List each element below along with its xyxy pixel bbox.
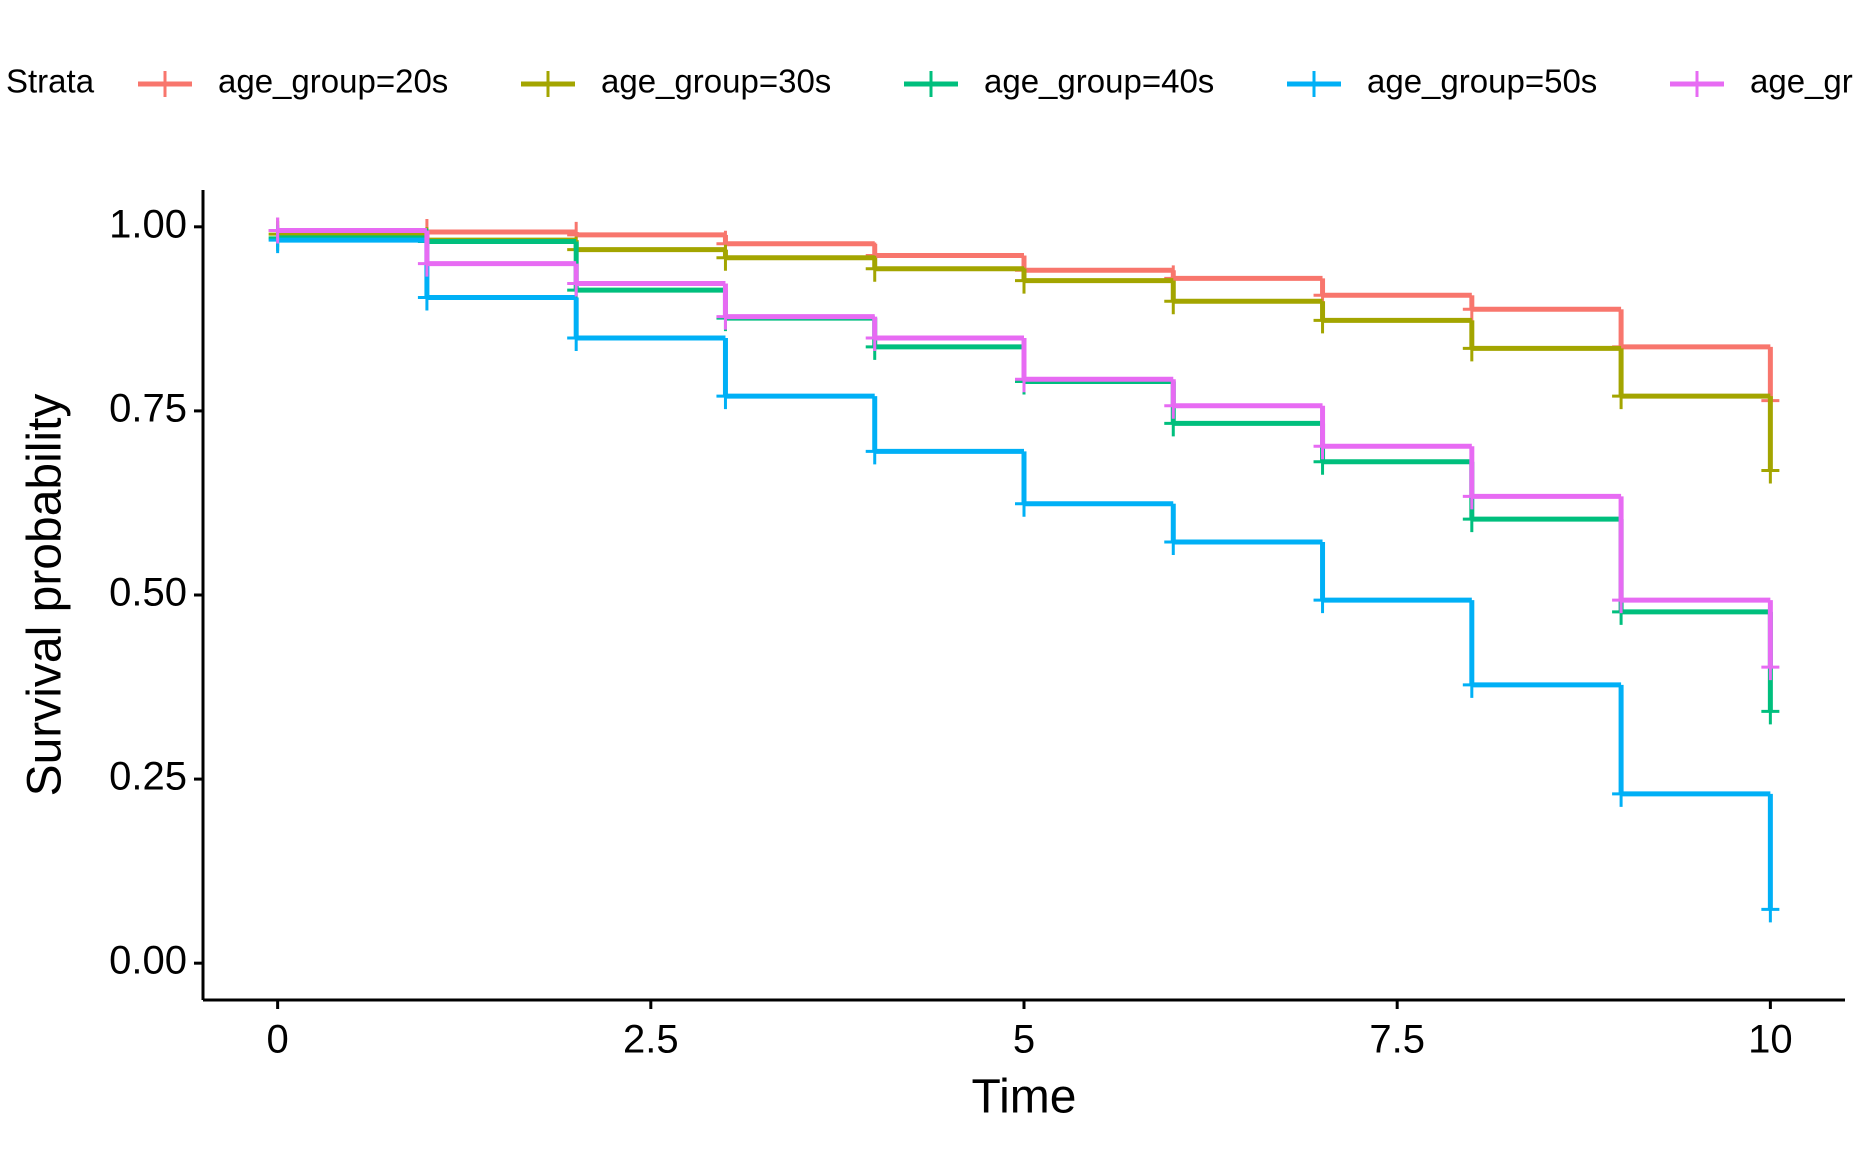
censor-mark bbox=[1015, 490, 1033, 517]
legend-label: age_group=20s bbox=[218, 63, 448, 100]
censor-mark bbox=[567, 270, 586, 297]
censor-mark bbox=[417, 250, 436, 277]
censor-mark bbox=[1462, 335, 1481, 362]
y-tick-label: 0.25 bbox=[109, 755, 187, 799]
censor-mark bbox=[865, 255, 884, 282]
x-tick-label: 7.5 bbox=[1369, 1018, 1425, 1062]
legend-key-mark bbox=[1305, 71, 1323, 97]
censor-mark bbox=[1164, 392, 1183, 419]
y-axis-title: Survival probability bbox=[19, 394, 72, 797]
legend-label: age_gr bbox=[1750, 63, 1853, 100]
legend-key-mark bbox=[922, 71, 940, 97]
x-tick-label: 0 bbox=[267, 1018, 289, 1062]
y-tick-label: 0.75 bbox=[109, 386, 187, 430]
censor-mark bbox=[1761, 457, 1780, 484]
x-axis-title: Time bbox=[972, 1071, 1077, 1124]
y-tick-label: 1.00 bbox=[109, 202, 187, 246]
censor-mark bbox=[1761, 654, 1780, 681]
legend-key-mark bbox=[156, 71, 174, 97]
censor-mark bbox=[1462, 296, 1481, 323]
censor-mark bbox=[1164, 288, 1183, 315]
legend-label: age_group=40s bbox=[984, 63, 1214, 100]
legend-title: Strata bbox=[6, 63, 95, 100]
censor-mark bbox=[865, 325, 884, 352]
censor-mark bbox=[1313, 587, 1332, 614]
censor-mark bbox=[716, 303, 735, 330]
censor-mark bbox=[716, 244, 735, 271]
censor-mark bbox=[1612, 780, 1631, 807]
y-tick-label: 0.00 bbox=[109, 939, 187, 983]
censor-mark bbox=[865, 438, 884, 465]
legend-key-mark bbox=[1688, 71, 1706, 97]
censor-mark bbox=[1462, 671, 1481, 698]
censor-mark bbox=[1462, 483, 1481, 510]
x-tick-label: 5 bbox=[1013, 1018, 1035, 1062]
censor-mark bbox=[1015, 267, 1033, 294]
legend-label: age_group=50s bbox=[1367, 63, 1597, 100]
x-tick-label: 10 bbox=[1748, 1018, 1793, 1062]
censor-mark bbox=[417, 284, 436, 311]
censor-mark bbox=[716, 383, 735, 410]
censor-mark bbox=[268, 217, 287, 244]
censor-mark bbox=[1761, 896, 1780, 923]
censor-mark bbox=[1313, 307, 1332, 334]
legend-key-mark bbox=[539, 71, 557, 97]
legend-label: age_group=30s bbox=[601, 63, 831, 100]
censor-mark bbox=[1313, 433, 1332, 460]
censor-mark bbox=[567, 325, 586, 352]
censor-mark bbox=[1015, 366, 1033, 393]
censor-mark bbox=[1761, 698, 1780, 725]
censor-mark bbox=[1164, 528, 1183, 555]
censor-mark bbox=[1462, 506, 1481, 533]
x-tick-label: 2.5 bbox=[623, 1018, 679, 1062]
censor-mark bbox=[1612, 383, 1631, 410]
censor-mark bbox=[1612, 587, 1631, 614]
y-tick-label: 0.50 bbox=[109, 571, 187, 615]
